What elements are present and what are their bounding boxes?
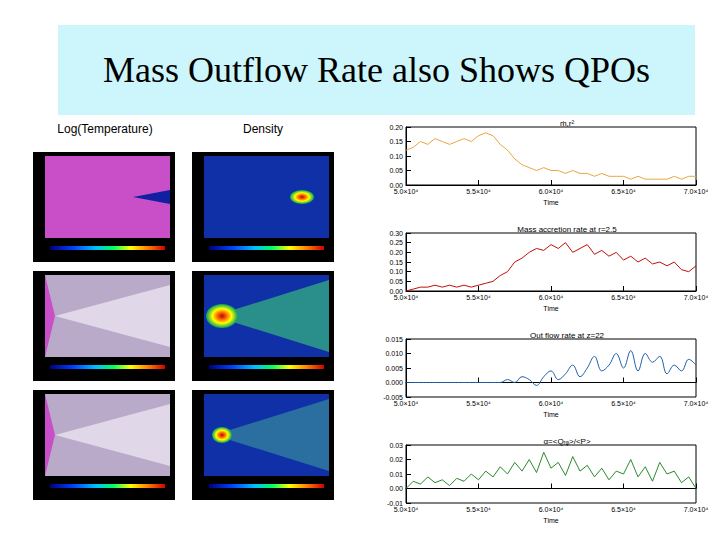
- svg-text:6.0×10⁴: 6.0×10⁴: [539, 188, 564, 195]
- svg-text:6.0×10⁴: 6.0×10⁴: [539, 506, 564, 513]
- svg-text:Mass accretion rate at r=2.5: Mass accretion rate at r=2.5: [517, 225, 617, 234]
- svg-text:0.15: 0.15: [389, 138, 403, 145]
- svg-text:ṁ,r²: ṁ,r²: [560, 119, 575, 128]
- svg-text:5.0×10⁴: 5.0×10⁴: [394, 294, 419, 301]
- svg-text:Time: Time: [543, 199, 558, 206]
- svg-text:6.5×10⁴: 6.5×10⁴: [611, 506, 636, 513]
- svg-text:-0.01: -0.01: [387, 499, 403, 507]
- svg-text:0.05: 0.05: [389, 278, 403, 285]
- svg-text:0.20: 0.20: [389, 249, 403, 256]
- svg-text:0.25: 0.25: [389, 239, 403, 246]
- svg-text:-0.005: -0.005: [383, 393, 403, 401]
- svg-text:6.5×10⁴: 6.5×10⁴: [611, 188, 636, 195]
- svg-text:0.00: 0.00: [389, 287, 403, 295]
- svg-text:Time: Time: [543, 411, 558, 418]
- svg-text:0.010: 0.010: [385, 350, 403, 357]
- svg-text:5.0×10⁴: 5.0×10⁴: [394, 188, 419, 195]
- svg-text:Time: Time: [543, 305, 558, 312]
- svg-text:0.000: 0.000: [385, 379, 403, 386]
- svg-text:5.5×10⁴: 5.5×10⁴: [466, 506, 491, 513]
- svg-text:7.0×10⁴: 7.0×10⁴: [684, 294, 709, 301]
- svg-text:5.5×10⁴: 5.5×10⁴: [466, 294, 491, 301]
- svg-text:7.0×10⁴: 7.0×10⁴: [684, 400, 709, 407]
- svg-text:7.0×10⁴: 7.0×10⁴: [684, 506, 709, 513]
- svg-text:5.0×10⁴: 5.0×10⁴: [394, 506, 419, 513]
- svg-text:0.005: 0.005: [385, 365, 403, 372]
- svg-text:0.10: 0.10: [389, 153, 403, 160]
- html-text:Mass Outflow Rate also Shows Q: Mass Outflow Rate also Shows QPOs: [103, 50, 650, 90]
- svg-text:Out flow rate at z=22: Out flow rate at z=22: [530, 331, 605, 340]
- svg-text:5.5×10⁴: 5.5×10⁴: [466, 188, 491, 195]
- svg-text:7.0×10⁴: 7.0×10⁴: [684, 188, 709, 195]
- svg-text:0.01: 0.01: [389, 471, 403, 478]
- svg-text:0.03: 0.03: [389, 442, 403, 449]
- svg-text:0.20: 0.20: [389, 124, 403, 131]
- svg-text:0.30: 0.30: [389, 230, 403, 237]
- svg-text:0.10: 0.10: [389, 268, 403, 275]
- svg-text:0.02: 0.02: [389, 456, 403, 463]
- svg-text:6.0×10⁴: 6.0×10⁴: [539, 294, 564, 301]
- svg-text:0.00: 0.00: [389, 181, 403, 189]
- svg-text:0.00: 0.00: [389, 485, 403, 492]
- html-text:Density: Density: [243, 122, 283, 136]
- svg-text:0.015: 0.015: [385, 336, 403, 343]
- html-text:Log(Temperature): Log(Temperature): [57, 122, 153, 136]
- svg-text:6.5×10⁴: 6.5×10⁴: [611, 400, 636, 407]
- svg-text:α=<Qᵣᵩ>/<P>: α=<Qᵣᵩ>/<P>: [543, 437, 591, 446]
- svg-text:5.0×10⁴: 5.0×10⁴: [394, 400, 419, 407]
- svg-text:0.05: 0.05: [389, 167, 403, 174]
- svg-text:6.0×10⁴: 6.0×10⁴: [539, 400, 564, 407]
- svg-text:0.15: 0.15: [389, 259, 403, 266]
- svg-text:5.5×10⁴: 5.5×10⁴: [466, 400, 491, 407]
- svg-text:6.5×10⁴: 6.5×10⁴: [611, 294, 636, 301]
- svg-text:Time: Time: [543, 517, 558, 524]
